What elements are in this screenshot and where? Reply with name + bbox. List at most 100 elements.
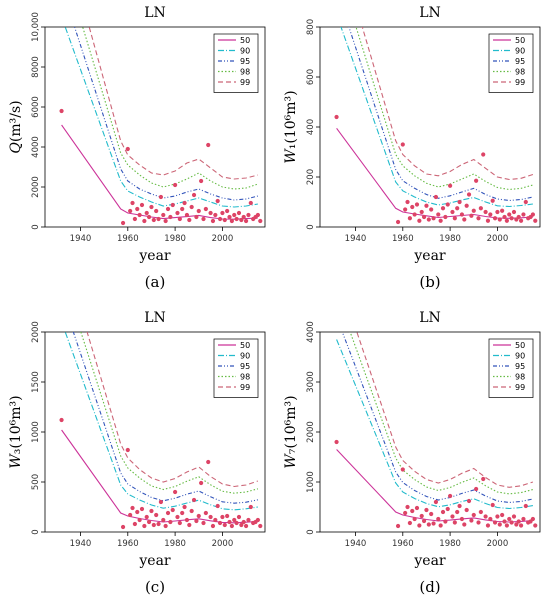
data-point [128, 512, 133, 518]
data-point [173, 489, 178, 495]
data-point [154, 512, 159, 518]
data-point [405, 199, 410, 205]
legend-label: 95 [240, 362, 250, 371]
data-point [194, 214, 199, 220]
series-line-95 [348, 27, 534, 202]
data-point [144, 514, 149, 520]
data-point [433, 499, 439, 505]
series-line-98 [355, 27, 534, 191]
data-point [187, 217, 192, 223]
data-point [229, 523, 234, 529]
data-point [158, 499, 164, 505]
data-point [490, 502, 495, 508]
data-point [163, 218, 168, 224]
plot-area [59, 27, 263, 226]
data-point [154, 208, 159, 214]
data-point [163, 523, 168, 529]
data-point [158, 194, 164, 200]
x-tick-label: 1980 [164, 234, 186, 244]
legend-label: 98 [515, 68, 525, 77]
chart-title: LN [419, 310, 441, 326]
data-point [516, 214, 521, 220]
series-line-98 [82, 27, 259, 190]
data-point [206, 459, 211, 465]
data-point [431, 521, 436, 526]
data-point [452, 520, 457, 525]
y-tick-label: 600 [306, 69, 316, 85]
data-point [236, 210, 242, 216]
data-point [142, 523, 147, 529]
data-point [483, 514, 488, 519]
data-point [130, 505, 135, 511]
y-tick-label: 0 [31, 529, 41, 534]
legend-label: 90 [515, 47, 525, 56]
data-point [236, 514, 242, 520]
data-point [206, 142, 211, 148]
data-point [407, 520, 412, 526]
data-point [239, 522, 244, 528]
data-point [481, 476, 486, 482]
data-point [213, 212, 218, 218]
series-line-99 [86, 332, 259, 488]
series-line-99 [88, 27, 259, 180]
data-point [227, 519, 232, 525]
x-tick-label: 1940 [345, 539, 367, 549]
data-point [500, 208, 505, 213]
data-point [452, 216, 457, 221]
data-point [462, 217, 467, 222]
x-tick-label: 1980 [439, 234, 461, 244]
data-point [405, 504, 410, 510]
data-point [424, 203, 429, 208]
chart-title: LN [144, 310, 166, 326]
data-point [229, 218, 234, 224]
series-line-95 [341, 332, 534, 504]
chart-panel: LN 0 200 400 600 800 1940 1960 1980 2000 year W₁(10… [283, 5, 541, 291]
data-point [429, 511, 434, 517]
plot-area [334, 332, 538, 529]
x-axis-label: year [413, 248, 446, 264]
data-point [478, 206, 483, 211]
data-point [483, 209, 488, 215]
data-point [533, 218, 538, 223]
data-point [191, 192, 197, 198]
data-point [248, 504, 253, 510]
data-point [248, 200, 253, 206]
data-point [258, 218, 263, 224]
legend-label: 50 [240, 36, 250, 45]
data-point [222, 217, 227, 223]
data-point [440, 509, 446, 515]
legend-box [213, 338, 259, 398]
y-tick-label: 4000 [306, 321, 316, 343]
series-line-90 [64, 27, 258, 208]
y-axis-label: Q(m³/s) [8, 100, 24, 153]
y-tick-label: 0 [31, 224, 41, 229]
x-tick-label: 1980 [164, 539, 186, 549]
data-point [132, 216, 137, 222]
data-point [173, 182, 178, 188]
data-point [120, 524, 126, 530]
data-point [507, 212, 512, 217]
data-point [509, 216, 514, 221]
data-point [234, 216, 239, 222]
data-point [514, 522, 519, 527]
data-point [217, 520, 223, 526]
data-point [161, 517, 166, 523]
data-point [59, 417, 64, 423]
data-point [448, 183, 453, 188]
y-tick-label: 0 [306, 529, 316, 534]
data-point [189, 508, 194, 514]
data-point [455, 509, 460, 515]
data-point [476, 216, 481, 221]
legend-label: 99 [515, 78, 525, 87]
data-point [417, 523, 422, 528]
x-tick-label: 1980 [439, 539, 461, 549]
data-point [504, 523, 509, 528]
data-point [431, 216, 436, 221]
data-point [450, 209, 455, 215]
data-point [180, 510, 185, 516]
series-line-99 [356, 332, 534, 488]
x-tick-label: 2000 [212, 234, 234, 244]
data-point [476, 520, 481, 525]
data-point [492, 520, 498, 525]
data-point [220, 514, 225, 520]
